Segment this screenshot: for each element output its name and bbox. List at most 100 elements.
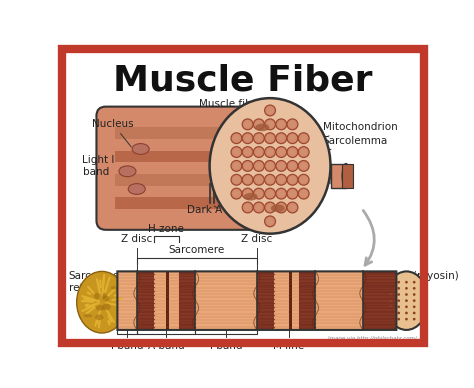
Ellipse shape — [413, 318, 416, 320]
Ellipse shape — [245, 135, 251, 141]
Ellipse shape — [385, 271, 428, 330]
Ellipse shape — [231, 147, 242, 158]
Text: Dark A band: Dark A band — [187, 205, 252, 215]
Bar — [115, 139, 284, 151]
Ellipse shape — [267, 107, 273, 114]
Bar — [289, 271, 292, 330]
Ellipse shape — [102, 293, 107, 299]
Text: Thick (myosin)
filament: Thick (myosin) filament — [382, 271, 458, 293]
Text: Thin (actin)
filament: Thin (actin) filament — [121, 271, 181, 293]
Ellipse shape — [267, 177, 273, 183]
Ellipse shape — [264, 119, 275, 130]
Ellipse shape — [271, 204, 285, 212]
Ellipse shape — [278, 204, 284, 211]
Ellipse shape — [119, 166, 136, 177]
Ellipse shape — [301, 135, 307, 141]
Bar — [342, 164, 353, 188]
Ellipse shape — [95, 314, 103, 320]
Ellipse shape — [276, 202, 287, 213]
Ellipse shape — [287, 147, 298, 158]
Ellipse shape — [256, 149, 262, 155]
Ellipse shape — [245, 163, 251, 169]
Ellipse shape — [276, 119, 287, 130]
Ellipse shape — [390, 305, 392, 308]
Ellipse shape — [233, 135, 239, 141]
Bar — [115, 197, 284, 209]
Text: I band: I band — [111, 341, 144, 351]
Bar — [154, 271, 179, 330]
Bar — [115, 163, 284, 174]
Ellipse shape — [390, 299, 392, 302]
Ellipse shape — [111, 286, 118, 289]
Ellipse shape — [83, 314, 92, 317]
Ellipse shape — [264, 174, 275, 185]
Ellipse shape — [413, 293, 416, 296]
Ellipse shape — [413, 299, 416, 302]
Ellipse shape — [245, 121, 251, 127]
Ellipse shape — [256, 135, 262, 141]
Ellipse shape — [242, 188, 253, 199]
Ellipse shape — [289, 135, 296, 141]
Ellipse shape — [231, 188, 242, 199]
Bar — [115, 209, 284, 221]
Ellipse shape — [413, 287, 416, 290]
Ellipse shape — [278, 177, 284, 183]
Ellipse shape — [278, 163, 284, 169]
Ellipse shape — [233, 177, 239, 183]
Ellipse shape — [267, 204, 273, 211]
FancyArrowPatch shape — [363, 210, 374, 265]
Ellipse shape — [287, 161, 298, 171]
Ellipse shape — [254, 188, 264, 199]
Ellipse shape — [287, 119, 298, 130]
Ellipse shape — [256, 204, 262, 211]
Text: Muscle Fiber: Muscle Fiber — [113, 64, 373, 97]
Ellipse shape — [245, 177, 251, 183]
Ellipse shape — [397, 293, 400, 296]
Ellipse shape — [254, 133, 264, 144]
Ellipse shape — [289, 163, 296, 169]
Ellipse shape — [287, 188, 298, 199]
Bar — [137, 271, 195, 330]
Ellipse shape — [210, 98, 330, 234]
Text: Nucleus: Nucleus — [92, 119, 133, 147]
Ellipse shape — [242, 119, 253, 130]
Ellipse shape — [298, 161, 309, 171]
Text: Sarcomere: Sarcomere — [169, 245, 225, 255]
Ellipse shape — [242, 174, 253, 185]
Ellipse shape — [397, 318, 400, 320]
Bar — [115, 186, 284, 197]
Ellipse shape — [397, 299, 400, 302]
Ellipse shape — [397, 281, 400, 284]
Ellipse shape — [289, 121, 296, 127]
Ellipse shape — [254, 174, 264, 185]
Ellipse shape — [254, 119, 264, 130]
Ellipse shape — [413, 312, 416, 314]
Ellipse shape — [405, 312, 408, 314]
Ellipse shape — [128, 184, 145, 194]
Bar — [195, 271, 257, 330]
Ellipse shape — [242, 161, 253, 171]
Ellipse shape — [298, 147, 309, 158]
Ellipse shape — [102, 303, 111, 310]
Ellipse shape — [264, 161, 275, 171]
Ellipse shape — [276, 161, 287, 171]
Bar — [273, 271, 299, 330]
FancyBboxPatch shape — [118, 271, 396, 330]
Ellipse shape — [289, 191, 296, 197]
Bar — [118, 271, 137, 330]
Ellipse shape — [289, 177, 296, 183]
Ellipse shape — [405, 305, 408, 308]
Bar — [166, 271, 169, 330]
Ellipse shape — [276, 174, 287, 185]
Ellipse shape — [233, 163, 239, 169]
Ellipse shape — [132, 144, 149, 154]
Ellipse shape — [231, 161, 242, 171]
Ellipse shape — [278, 135, 284, 141]
Ellipse shape — [298, 133, 309, 144]
Bar — [316, 271, 363, 330]
Ellipse shape — [287, 202, 298, 213]
Ellipse shape — [256, 121, 262, 127]
Ellipse shape — [397, 305, 400, 308]
Ellipse shape — [254, 202, 264, 213]
Bar — [330, 164, 346, 188]
